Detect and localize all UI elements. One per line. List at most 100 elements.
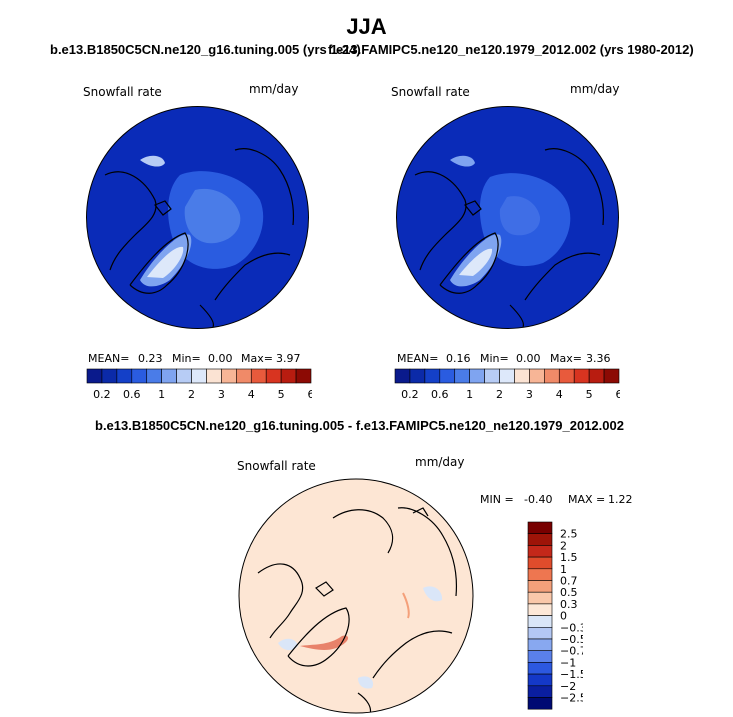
diff-colorbar-swatch bbox=[527, 638, 553, 651]
diff-colorbar-tick-label: −0.3 bbox=[560, 621, 583, 634]
left-colorbar: 0.2 0.6 1 2 3 4 5 6 bbox=[86, 368, 313, 401]
left-case-title: b.e13.B1850C5CN.ne120_g16.tuning.005 (yr… bbox=[50, 42, 361, 57]
right-colorbar-swatch bbox=[544, 368, 560, 384]
diff-colorbar-swatch bbox=[527, 650, 553, 663]
right-colorbar: 0.2 0.6 1 2 3 4 5 6 bbox=[394, 368, 621, 401]
diff-colorbar-tick-label: −0.5 bbox=[560, 633, 583, 646]
diff-positive-streak bbox=[402, 592, 410, 619]
left-mean-label: MEAN= bbox=[88, 352, 130, 365]
diff-max-value: 1.22 bbox=[608, 493, 633, 506]
right-units-label: mm/day bbox=[570, 82, 620, 96]
right-colorbar-tick-label: 4 bbox=[556, 388, 563, 401]
right-min-value: 0.00 bbox=[516, 352, 541, 365]
left-max-label: Max= bbox=[241, 352, 273, 365]
left-map-border bbox=[86, 106, 309, 329]
diff-colorbar-swatch bbox=[527, 591, 553, 605]
left-colorbar-tick-label: 4 bbox=[248, 388, 255, 401]
right-colorbar-swatch bbox=[454, 368, 470, 384]
right-colorbar-tick-label: 1 bbox=[466, 388, 473, 401]
left-arctic-core bbox=[184, 188, 241, 244]
diff-colorbar-swatch bbox=[527, 627, 553, 640]
diff-positive-streak bbox=[300, 635, 349, 650]
diff-colorbar-tick-label: 0.5 bbox=[560, 586, 578, 599]
diff-colorbar-tick-label: 1.5 bbox=[560, 551, 578, 564]
left-colorbar-swatch bbox=[280, 368, 297, 384]
diff-colorbar-swatch bbox=[527, 662, 553, 675]
right-colorbar-swatch bbox=[573, 368, 590, 384]
left-colorbar-swatch bbox=[116, 368, 133, 384]
right-polar-map bbox=[396, 106, 619, 329]
diff-colorbar-swatch bbox=[527, 580, 553, 593]
right-colorbar-swatch bbox=[439, 368, 456, 384]
right-colorbar-swatch bbox=[409, 368, 426, 384]
diff-colorbar-tick-label: −1.5 bbox=[560, 668, 583, 681]
right-colorbar-tick-label: 0.2 bbox=[401, 388, 419, 401]
right-colorbar-swatch bbox=[529, 368, 545, 384]
diff-min-label: MIN = bbox=[480, 493, 514, 506]
right-colorbar-tick-label: 0.6 bbox=[431, 388, 449, 401]
diff-colorbar-tick-label: −2.5 bbox=[560, 692, 583, 705]
right-mean-value: 0.16 bbox=[446, 352, 471, 365]
right-variable-label: Snowfall rate bbox=[391, 85, 470, 99]
diff-map-border bbox=[238, 478, 474, 714]
left-alaska-snow bbox=[140, 155, 165, 167]
left-colorbar-swatch bbox=[191, 368, 207, 384]
diff-colorbar-tick-label: −2 bbox=[560, 680, 576, 693]
diff-negative-patch bbox=[278, 638, 298, 651]
left-colorbar-tick-label: 5 bbox=[278, 388, 285, 401]
right-alaska-snow bbox=[450, 155, 475, 167]
right-colorbar-swatch bbox=[499, 368, 515, 384]
right-colorbar-tick-label: 2 bbox=[496, 388, 503, 401]
left-colorbar-tick-label: 0.2 bbox=[93, 388, 111, 401]
right-greenland-peak bbox=[459, 248, 493, 276]
right-min-label: Min= bbox=[480, 352, 509, 365]
right-colorbar-swatch bbox=[469, 368, 485, 384]
left-colorbar-tick-label: 3 bbox=[218, 388, 225, 401]
right-colorbar-swatch bbox=[603, 368, 620, 384]
diff-colorbar-swatch bbox=[527, 697, 553, 710]
diff-colorbar-tick-label: 0.7 bbox=[560, 575, 578, 588]
left-min-label: Min= bbox=[172, 352, 201, 365]
left-colorbar-swatch bbox=[176, 368, 192, 384]
diff-negative-patch bbox=[423, 586, 443, 602]
diff-colorbar-swatch bbox=[527, 673, 553, 687]
left-coastlines bbox=[104, 148, 295, 328]
left-colorbar-swatch bbox=[206, 368, 222, 384]
right-colorbar-swatch bbox=[394, 368, 411, 384]
right-colorbar-swatch bbox=[514, 368, 530, 384]
right-arctic-core bbox=[499, 196, 541, 236]
left-colorbar-tick-label: 6 bbox=[308, 388, 313, 401]
right-mean-label: MEAN= bbox=[397, 352, 439, 365]
diff-polar-map bbox=[238, 478, 474, 714]
left-colorbar-tick-label: 2 bbox=[188, 388, 195, 401]
left-units-label: mm/day bbox=[249, 82, 299, 96]
diff-colorbar-swatch bbox=[527, 615, 553, 628]
left-colorbar-swatch bbox=[161, 368, 177, 384]
diff-colorbar-tick-label: 2 bbox=[560, 539, 567, 552]
left-colorbar-swatch bbox=[236, 368, 252, 384]
diff-colorbar-swatch bbox=[527, 685, 553, 698]
left-colorbar-swatch bbox=[295, 368, 312, 384]
left-colorbar-swatch bbox=[250, 368, 267, 384]
right-colorbar-swatch bbox=[484, 368, 500, 384]
diff-colorbar-swatch bbox=[527, 533, 553, 546]
right-case-title: f.e13.FAMIPC5.ne120_ne120.1979_2012.002 … bbox=[328, 42, 694, 57]
right-colorbar-tick-label: 6 bbox=[616, 388, 621, 401]
diff-colorbar-swatch bbox=[527, 603, 553, 616]
diff-colorbar-swatch bbox=[527, 568, 553, 581]
diff-max-label: MAX = bbox=[568, 493, 606, 506]
diff-colorbar-tick-label: 0 bbox=[560, 610, 567, 623]
diff-colorbar: 2.521.510.70.50.30−0.3−0.5−0.7−1−1.5−2−2… bbox=[527, 521, 583, 710]
left-max-value: 3.97 bbox=[276, 352, 301, 365]
diff-title: b.e13.B1850C5CN.ne120_g16.tuning.005 - f… bbox=[95, 418, 624, 433]
left-greenland-peak bbox=[147, 246, 184, 278]
left-colorbar-swatch bbox=[265, 368, 282, 384]
diff-units-label: mm/day bbox=[415, 455, 465, 469]
right-colorbar-swatch bbox=[588, 368, 605, 384]
diff-variable-label: Snowfall rate bbox=[237, 459, 316, 473]
left-variable-label: Snowfall rate bbox=[83, 85, 162, 99]
right-coastlines bbox=[414, 148, 605, 328]
diff-colorbar-swatch bbox=[527, 556, 553, 570]
right-colorbar-tick-label: 3 bbox=[526, 388, 533, 401]
diff-min-value: -0.40 bbox=[524, 493, 553, 506]
